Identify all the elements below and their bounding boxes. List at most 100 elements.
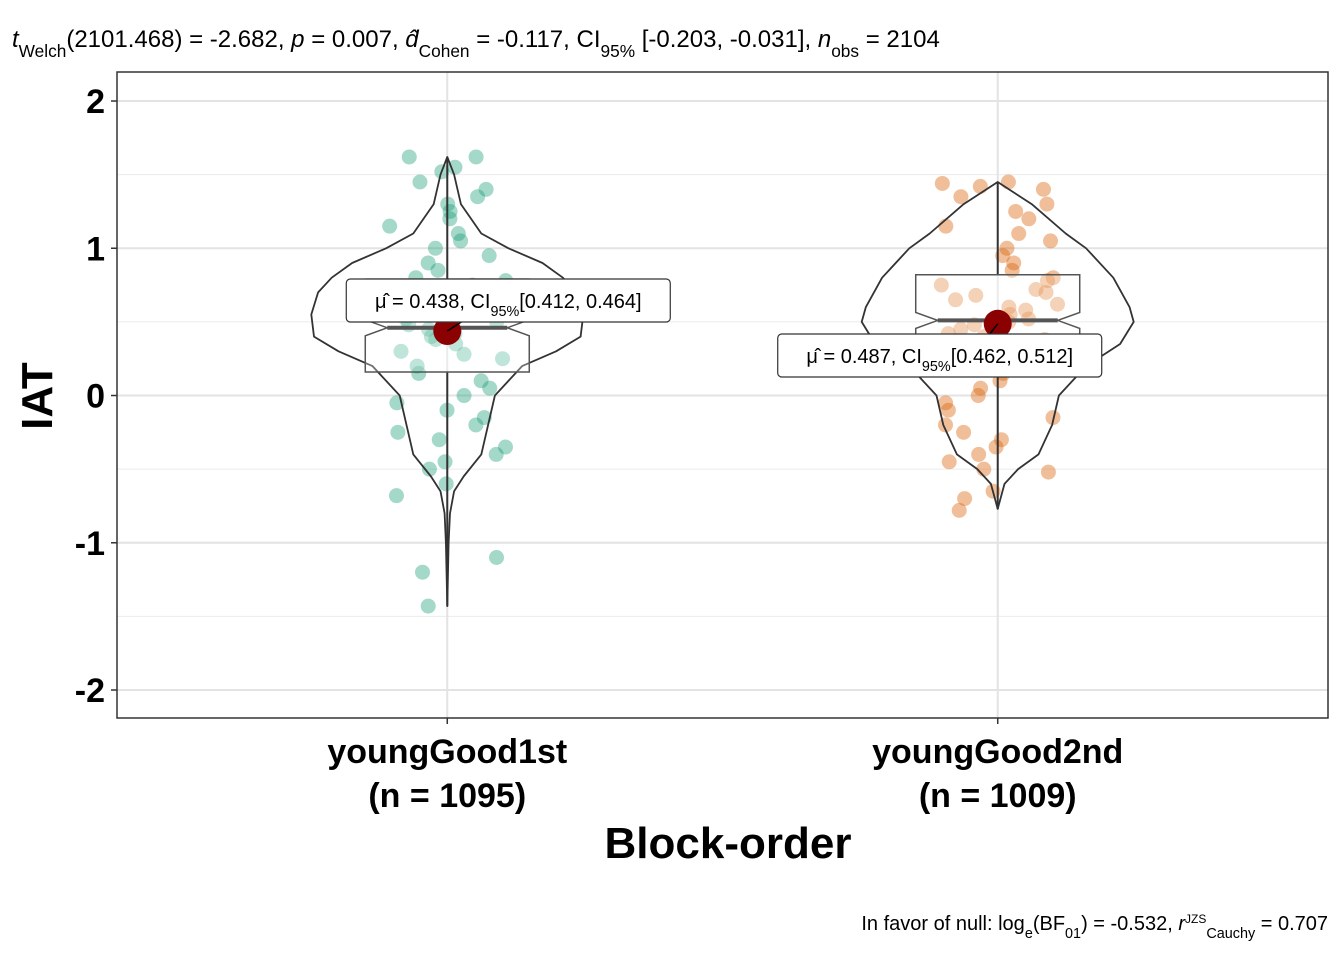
data-point <box>478 181 494 197</box>
text-run: Welch <box>19 41 67 61</box>
y-tick-label: 2 <box>86 83 105 121</box>
label-connector <box>446 321 462 332</box>
text-run: ) = -0.532, <box>1081 913 1178 935</box>
data-point <box>934 175 950 191</box>
x-axis-title: Block-order <box>605 819 852 868</box>
text-run: p <box>290 26 304 53</box>
mean-label: μ̂ = 0.487, CI95%[0.462, 0.512] <box>806 346 1073 375</box>
text-run: = 0.707 <box>1255 913 1328 935</box>
data-point <box>940 402 956 418</box>
data-point <box>995 248 1011 264</box>
text-run: 95% <box>922 359 951 375</box>
data-point <box>447 159 463 175</box>
caption: In favor of null: loge(BF01) = -0.532, r… <box>861 912 1328 942</box>
data-point <box>1039 273 1055 289</box>
text-run: (2101.468) = -2.682, <box>66 26 291 53</box>
data-point <box>468 149 484 165</box>
data-point <box>972 178 988 194</box>
data-point <box>1011 226 1027 242</box>
text-run: JZS <box>1185 912 1206 926</box>
y-tick-label: 0 <box>86 378 105 416</box>
data-point <box>971 446 987 462</box>
data-point <box>482 380 498 396</box>
data-point <box>1040 464 1056 480</box>
data-point <box>497 439 513 455</box>
data-point <box>1000 174 1016 190</box>
data-point <box>420 598 436 614</box>
text-run: 95% <box>601 41 636 61</box>
data-point <box>957 491 973 507</box>
data-point <box>1021 211 1037 227</box>
data-point <box>968 287 984 303</box>
data-point <box>382 218 398 234</box>
data-point <box>430 262 446 278</box>
data-point <box>437 454 453 470</box>
data-point <box>953 189 969 205</box>
data-point <box>1039 196 1055 212</box>
data-point <box>1028 281 1044 297</box>
text-run: [0.412, 0.464] <box>519 291 641 313</box>
data-point <box>468 417 484 433</box>
text-run: e <box>1025 926 1033 942</box>
text-run: d̂ <box>405 26 419 53</box>
data-point <box>411 365 427 381</box>
mean-label-box <box>345 278 671 323</box>
data-point <box>988 439 1004 455</box>
data-point <box>941 454 957 470</box>
data-point <box>415 564 431 580</box>
data-point <box>450 226 466 242</box>
data-point <box>401 149 417 165</box>
x-tick-label: youngGood1st <box>327 733 567 771</box>
data-point <box>409 358 425 374</box>
data-point <box>388 488 404 504</box>
data-point <box>999 240 1015 256</box>
text-run: μ̂ = 0.487, CI <box>806 346 921 368</box>
data-point <box>1050 296 1066 312</box>
text-run: μ̂ = 0.438, CI <box>375 291 490 313</box>
data-point <box>473 373 489 389</box>
text-run: [0.462, 0.512] <box>951 346 1073 368</box>
text-run: n <box>818 26 831 53</box>
data-point <box>1008 203 1024 219</box>
data-point <box>938 218 954 234</box>
data-point <box>489 549 505 565</box>
data-point <box>442 211 458 227</box>
y-tick-label: -2 <box>75 672 105 710</box>
data-point <box>951 502 967 518</box>
text-run: Cohen <box>419 41 470 61</box>
data-point <box>456 346 472 362</box>
data-point <box>1006 255 1022 271</box>
data-point <box>1043 233 1059 249</box>
data-point <box>1035 181 1051 197</box>
y-axis-title: IAT <box>13 362 62 430</box>
data-point <box>933 277 949 293</box>
data-point <box>973 380 989 396</box>
x-tick-label: youngGood2nd <box>872 733 1123 771</box>
data-point <box>481 248 497 264</box>
text-run: t <box>12 26 20 53</box>
data-point <box>1001 299 1017 315</box>
label-connector <box>989 323 999 335</box>
mean-label: μ̂ = 0.438, CI95%[0.412, 0.464] <box>375 291 642 320</box>
data-point <box>427 240 443 256</box>
text-run: 01 <box>1065 926 1081 942</box>
y-tick-label: -1 <box>75 525 105 563</box>
data-point <box>421 461 437 477</box>
text-run: In favor of null: log <box>861 913 1024 935</box>
mean-label-box <box>777 333 1103 378</box>
data-point <box>470 189 486 205</box>
data-point <box>1018 302 1034 318</box>
text-run: obs <box>831 41 859 61</box>
data-point <box>412 174 428 190</box>
text-run: 95% <box>490 304 519 320</box>
plot-border <box>116 71 1329 719</box>
data-point <box>970 388 986 404</box>
text-run: [-0.203, -0.031], <box>635 26 818 53</box>
text-run: = -0.117, CI <box>470 26 601 53</box>
data-point <box>431 432 447 448</box>
subtitle: tWelch(2101.468) = -2.682, p = 0.007, d̂… <box>12 26 940 61</box>
data-point <box>956 424 972 440</box>
y-tick-label: 1 <box>86 230 105 268</box>
